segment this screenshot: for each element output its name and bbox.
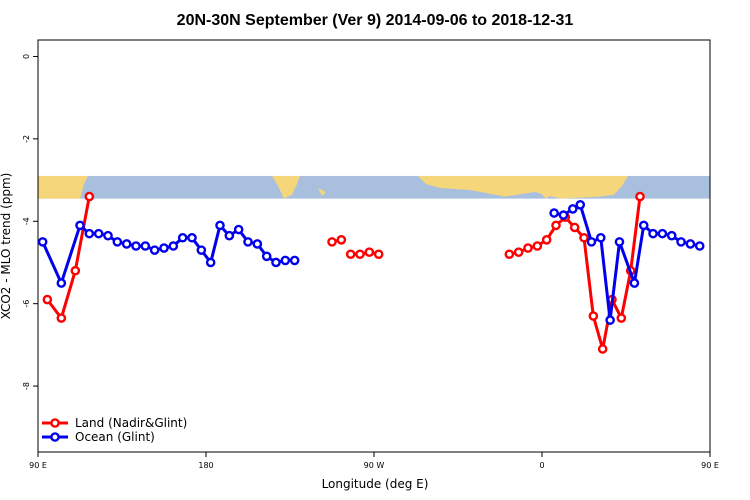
series-1-point — [280, 255, 291, 266]
series-1-point — [84, 228, 95, 239]
series-0-point — [364, 247, 375, 257]
map-land-4 — [540, 192, 552, 199]
x-tick-label: 0 — [539, 461, 544, 470]
y-tick-label: -6 — [22, 300, 31, 308]
series-1-point — [558, 210, 569, 220]
series-1-point — [568, 204, 578, 214]
series-1-point — [93, 228, 104, 239]
y-tick-label: -2 — [22, 135, 31, 143]
series-1-point — [112, 237, 123, 247]
chart-title: 20N-30N September (Ver 9) 2014-09-06 to … — [177, 12, 574, 29]
series-1-point — [159, 243, 169, 253]
series-0-line-0 — [46, 196, 91, 320]
series-0-point — [336, 235, 347, 245]
x-axis: 90 E 180 90 W 0 90 E — [29, 452, 719, 470]
y-tick-label: -4 — [22, 217, 31, 225]
series-1-point — [605, 315, 615, 325]
x-tick-label: 180 — [198, 461, 213, 470]
series-1-point — [261, 251, 272, 262]
series-0 — [42, 191, 645, 354]
series-0-point — [56, 313, 67, 323]
series-0-point — [42, 294, 53, 305]
series-1-point — [233, 224, 244, 235]
series-0-point — [513, 247, 524, 257]
legend-marker-0 — [50, 418, 60, 428]
series-0-point — [579, 232, 589, 243]
series-0-point — [84, 191, 95, 202]
series-1-point — [685, 239, 696, 249]
series-1-point — [224, 230, 235, 241]
series-1-line-1 — [553, 203, 701, 322]
series-1-point — [629, 278, 640, 288]
map-land-2 — [318, 187, 326, 196]
series-1-point — [121, 239, 132, 249]
x-axis-title: Longitude (deg E) — [322, 477, 429, 491]
legend-marker-1 — [50, 432, 60, 442]
series-1-point — [289, 255, 300, 266]
series-1-point — [196, 245, 207, 255]
map-land-0 — [38, 175, 88, 199]
series-1-point — [648, 228, 658, 239]
series-1-point — [75, 220, 85, 231]
series-1-point — [666, 230, 677, 241]
series-1-point — [614, 237, 625, 247]
series-0-point — [373, 249, 384, 260]
series-0-point — [504, 249, 515, 260]
y-tick-label: 0 — [22, 54, 31, 59]
series-1-point — [586, 237, 597, 247]
y-axis-title: XCO2 - MLO trend (ppm) — [0, 173, 13, 320]
series-1-point — [676, 237, 686, 247]
y-axis: 0 -2 -4 -6 -8 — [22, 54, 38, 390]
series-0-point — [541, 235, 552, 245]
series-1-point — [596, 232, 606, 243]
x-tick-label: 90 W — [364, 461, 385, 470]
map-land-3 — [418, 175, 628, 199]
series-1-point — [131, 241, 141, 251]
series-1-point — [271, 257, 281, 268]
series-1-point — [205, 257, 216, 268]
series-0-point — [327, 237, 337, 247]
series-1-point — [549, 208, 559, 218]
series-0-point — [597, 344, 608, 354]
series-0-point — [345, 249, 356, 260]
map-land-1 — [272, 175, 300, 199]
series-1-point — [187, 232, 197, 243]
legend-label-0: Land (Nadir&Glint) — [75, 416, 187, 430]
legend: Land (Nadir&Glint)Ocean (Glint) — [42, 416, 187, 444]
series-1-point — [56, 278, 67, 288]
series-0-point — [355, 249, 365, 260]
series-0-point — [569, 222, 580, 233]
x-tick-label: 90 E — [701, 461, 719, 470]
series-1-point — [37, 237, 48, 247]
series-1-point — [575, 199, 586, 210]
series-1-point — [243, 237, 253, 247]
series-0-line-3 — [508, 196, 642, 351]
series-0-point — [551, 220, 561, 231]
world-map-band — [38, 175, 710, 199]
x-tick-label: 90 E — [29, 461, 47, 470]
series-1-point — [638, 220, 649, 231]
series-1 — [37, 199, 705, 325]
series-1-line-0 — [41, 223, 295, 285]
series-1-point — [252, 239, 263, 249]
series-1-point — [215, 220, 225, 231]
series-0-point — [635, 191, 645, 202]
series-1-point — [140, 241, 151, 251]
series-0-point — [70, 265, 81, 276]
y-tick-label: -8 — [22, 382, 31, 390]
series-0-point — [588, 311, 599, 321]
series-1-point — [103, 230, 113, 241]
series-layer — [37, 191, 705, 354]
series-1-point — [657, 228, 668, 239]
series-1-point — [694, 241, 705, 251]
series-0-point — [616, 313, 627, 323]
legend-label-1: Ocean (Glint) — [75, 430, 155, 444]
series-1-point — [149, 245, 160, 255]
series-0-point — [523, 243, 533, 253]
series-0-point — [532, 241, 543, 251]
series-1-point — [168, 241, 179, 251]
series-1-point — [177, 232, 188, 243]
